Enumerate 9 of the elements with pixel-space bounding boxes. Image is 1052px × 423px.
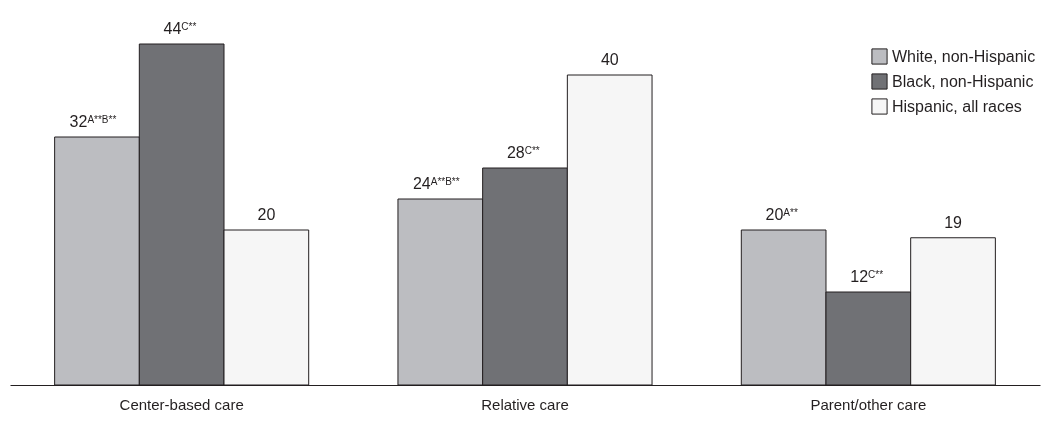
legend-label: Hispanic, all races	[892, 97, 1022, 115]
x-tick-label: Center-based care	[119, 395, 244, 413]
x-tick-label: Relative care	[481, 395, 569, 413]
data-label: 40	[600, 51, 619, 68]
x-tick-label: Parent/other care	[810, 395, 927, 413]
legend-label: Black, non-Hispanic	[892, 72, 1034, 90]
data-label: 20	[257, 206, 276, 223]
legend-label: White, non-Hispanic	[892, 47, 1036, 65]
data-label: 19	[944, 213, 963, 231]
